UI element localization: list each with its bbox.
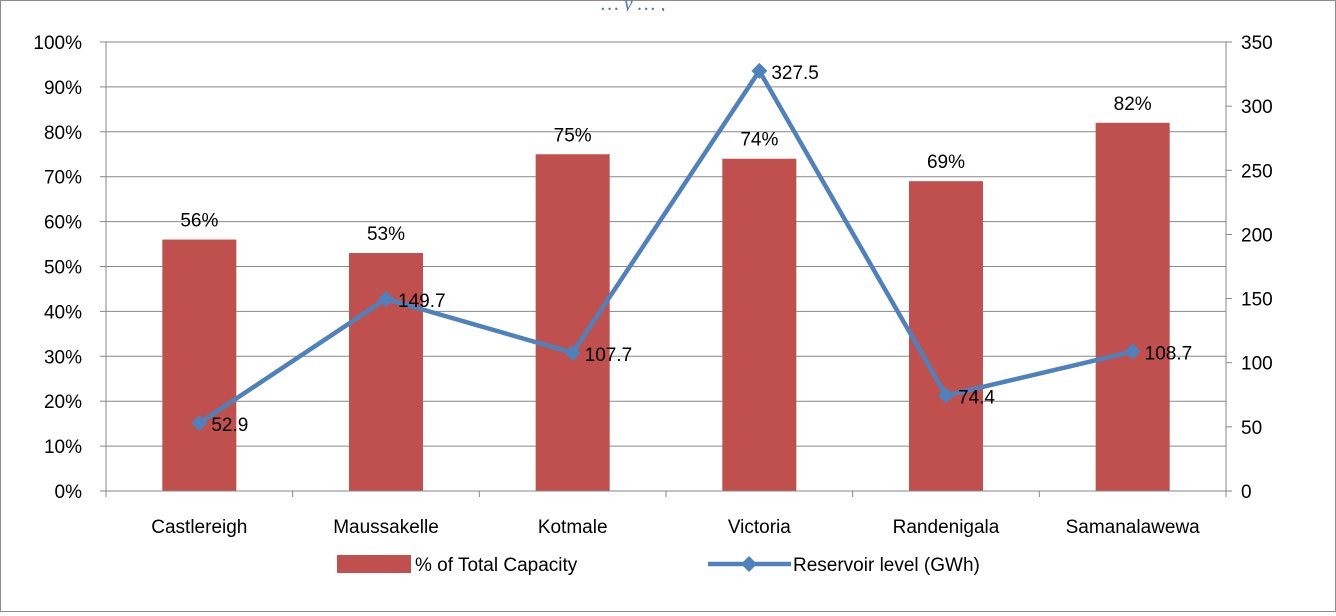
line-point-marker — [564, 344, 581, 361]
y-right-tick-label: 50 — [1241, 418, 1262, 439]
bar-data-label: 53% — [367, 224, 405, 245]
y-left-tick-label: 70% — [44, 168, 82, 189]
y-right-tick-label: 0 — [1241, 482, 1252, 503]
y-left-tick-label: 100% — [33, 33, 82, 54]
y-right-tick-label: 200 — [1241, 225, 1273, 246]
x-category-label: Kotmale — [538, 517, 608, 538]
bar — [349, 253, 423, 491]
bar — [535, 154, 610, 491]
bar-data-label: 56% — [180, 211, 218, 232]
line-data-label: 327.5 — [771, 63, 819, 84]
y-left-tick-label: 90% — [44, 78, 82, 99]
legend-label-bar: % of Total Capacity — [415, 555, 578, 576]
y-right-tick-label: 250 — [1241, 161, 1273, 182]
line-data-label: 149.7 — [398, 291, 446, 312]
bar — [909, 181, 983, 491]
line-path — [198, 68, 1134, 426]
y-left-tick-label: 0% — [55, 482, 83, 503]
line-series — [191, 62, 1141, 432]
line-point-marker — [378, 290, 394, 307]
bar — [162, 239, 237, 491]
x-category-label: Castlereigh — [151, 517, 247, 538]
y-right-tick-label: 100 — [1241, 354, 1273, 375]
bar-data-label: 75% — [554, 125, 592, 146]
legend-swatch-bar — [337, 555, 411, 573]
x-category-label: Randenigala — [893, 517, 1000, 538]
line-point-marker — [1124, 343, 1141, 360]
line-data-label: 108.7 — [1145, 344, 1193, 365]
y-right-tick-label: 350 — [1241, 33, 1273, 54]
line-data-label: 74.4 — [958, 388, 995, 409]
y-right-tick-label: 300 — [1241, 97, 1273, 118]
line-data-label: 107.7 — [585, 345, 633, 366]
data-labels: 56% 53% 75% 74% 69% 82% 52.9 149.7 107.7 327.5 74.… — [180, 63, 1192, 436]
x-category-label: Victoria — [728, 517, 791, 538]
axes: 0% 10% 20% 30% 40% 50% 60% 70% 80% 90% 100% 0 50 100 1… — [33, 33, 1272, 538]
x-category-label: Maussakelle — [333, 517, 439, 538]
y-left-tick-label: 80% — [44, 123, 82, 144]
line-point-marker — [191, 415, 208, 432]
bar — [722, 158, 797, 492]
line-point-marker — [938, 387, 954, 404]
line-point-marker — [751, 62, 768, 79]
y-left-tick-label: 10% — [44, 437, 82, 458]
y-left-tick-label: 20% — [44, 392, 82, 413]
y-left-tick-label: 50% — [44, 258, 82, 279]
bar-data-label: 74% — [740, 130, 778, 151]
y-left-tick-label: 30% — [44, 347, 82, 368]
legend-label-line: Reservoir level (GWh) — [793, 555, 980, 576]
gridlines — [106, 41, 1226, 492]
bar-series — [162, 122, 1170, 492]
line-data-label: 52.9 — [211, 415, 248, 436]
bar — [1095, 122, 1170, 491]
y-left-tick-label: 40% — [44, 302, 82, 323]
x-category-label: Samanalawewa — [1066, 517, 1201, 538]
y-left-tick-label: 60% — [44, 213, 82, 234]
bar-data-label: 69% — [927, 152, 965, 173]
y-right-tick-label: 150 — [1241, 290, 1273, 311]
legend: % of Total Capacity Reservoir level (GWh) — [337, 555, 980, 576]
chart-title-fragment: … y … , — [601, 0, 666, 11]
legend-swatch-marker — [741, 556, 757, 572]
bar-data-label: 82% — [1114, 94, 1152, 115]
